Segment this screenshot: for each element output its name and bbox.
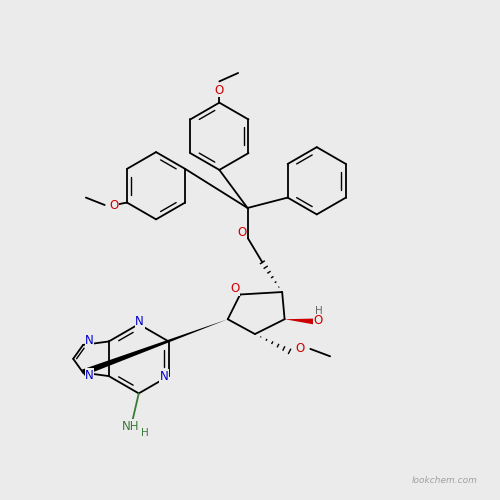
Polygon shape: [284, 318, 317, 325]
Text: NH: NH: [122, 420, 139, 433]
Text: H: H: [142, 428, 149, 438]
Text: O: O: [109, 198, 118, 211]
Text: O: O: [230, 282, 240, 295]
Text: N: N: [85, 368, 94, 382]
Polygon shape: [82, 319, 228, 376]
Text: O: O: [214, 84, 224, 97]
Text: O: O: [237, 226, 246, 239]
Text: lookchem.com: lookchem.com: [412, 476, 478, 485]
Text: N: N: [160, 370, 168, 382]
Text: O: O: [296, 342, 305, 355]
Text: H: H: [316, 306, 323, 316]
Text: N: N: [136, 315, 144, 328]
Text: N: N: [85, 334, 94, 347]
Text: O: O: [313, 314, 322, 327]
